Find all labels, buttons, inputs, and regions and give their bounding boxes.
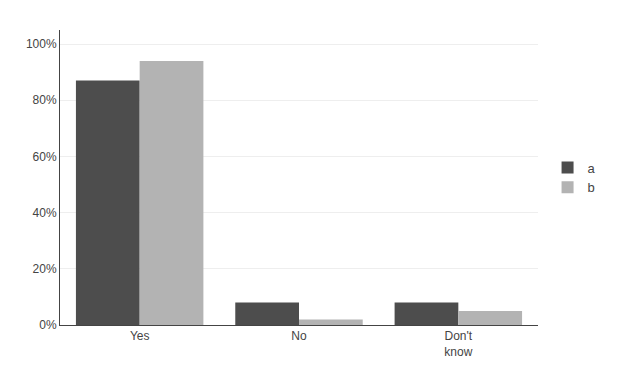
svg-text:0%: 0%	[39, 318, 57, 332]
svg-text:a: a	[588, 161, 596, 176]
svg-text:100%: 100%	[26, 37, 57, 51]
svg-text:20%: 20%	[33, 262, 57, 276]
svg-text:Yes: Yes	[130, 329, 150, 343]
svg-text:60%: 60%	[33, 150, 57, 164]
svg-text:No: No	[291, 329, 307, 343]
svg-text:80%: 80%	[33, 93, 57, 107]
svg-text:40%: 40%	[33, 206, 57, 220]
svg-text:b: b	[588, 180, 595, 195]
svg-text:Don'tknow: Don'tknow	[444, 329, 472, 359]
